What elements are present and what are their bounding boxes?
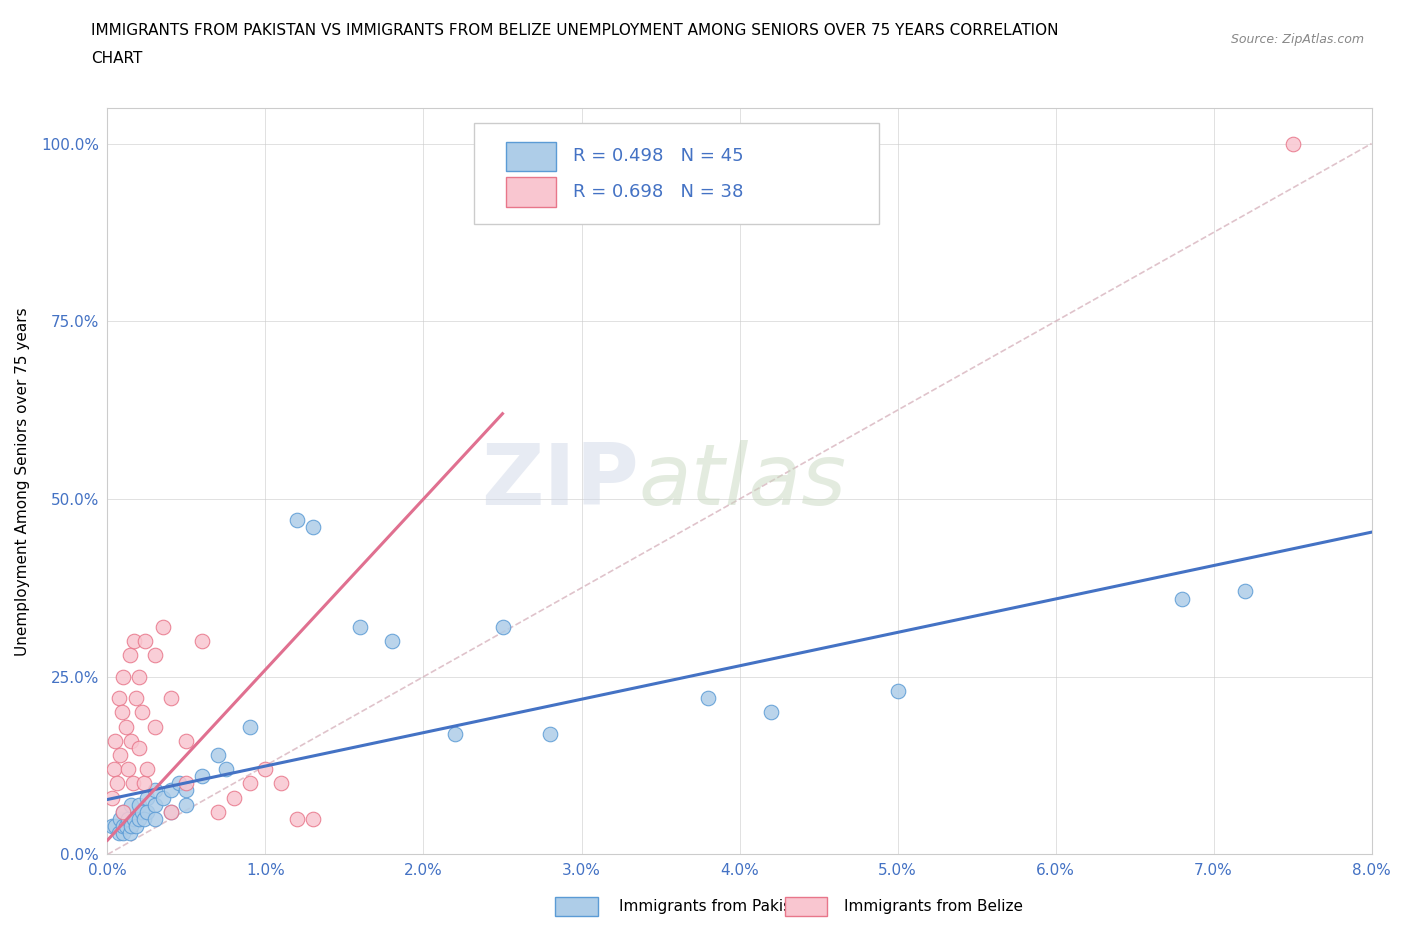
Point [111,705,134,720]
Point [107,826,129,841]
Point [118,648,141,663]
Point [176,733,198,748]
Point [132,812,155,827]
Point [121,776,143,790]
Point [115,818,138,833]
Point [101,818,124,833]
Point [697,691,720,706]
Point [167,776,190,790]
Point [302,812,325,827]
Point [538,726,561,741]
Point [112,826,135,841]
Point [124,633,146,648]
Point [215,762,238,777]
Point [128,740,150,755]
Point [176,797,198,812]
Point [207,748,229,763]
Point [108,812,131,827]
Point [132,776,155,790]
Point [143,783,166,798]
Y-axis label: Unemployment Among Seniors over 75 years: Unemployment Among Seniors over 75 years [15,307,30,656]
Point [1234,584,1257,599]
Point [176,776,198,790]
Point [120,818,142,833]
Point [118,826,141,841]
Point [112,804,135,819]
Point [136,804,159,819]
Text: Source: ZipAtlas.com: Source: ZipAtlas.com [1230,33,1364,46]
Point [112,818,135,833]
Point [112,804,135,819]
Text: IMMIGRANTS FROM PAKISTAN VS IMMIGRANTS FROM BELIZE UNEMPLOYMENT AMONG SENIORS OV: IMMIGRANTS FROM PAKISTAN VS IMMIGRANTS F… [91,23,1059,38]
Point [112,670,135,684]
Text: Immigrants from Belize: Immigrants from Belize [844,899,1022,914]
Point [159,691,181,706]
Point [254,762,277,777]
Point [120,733,142,748]
Text: R = 0.498   N = 45: R = 0.498 N = 45 [572,147,744,165]
Point [131,804,153,819]
Point [159,783,181,798]
Point [115,719,138,734]
Point [270,776,292,790]
Point [302,520,325,535]
Point [128,812,150,827]
Point [207,804,229,819]
Text: R = 0.698   N = 38: R = 0.698 N = 38 [572,182,742,201]
Point [125,691,148,706]
FancyBboxPatch shape [506,178,557,207]
Point [107,691,129,706]
Point [239,719,262,734]
Text: ZIP: ZIP [481,440,638,523]
Point [444,726,467,741]
Point [125,818,148,833]
FancyBboxPatch shape [474,123,879,224]
Point [104,733,127,748]
Point [152,790,174,805]
Point [285,812,308,827]
Point [176,783,198,798]
Point [143,812,166,827]
FancyBboxPatch shape [506,141,557,171]
Text: atlas: atlas [638,440,846,523]
Point [159,804,181,819]
Point [117,812,139,827]
Point [128,670,150,684]
Point [191,633,214,648]
Point [128,797,150,812]
Point [152,619,174,634]
Text: CHART: CHART [91,51,143,66]
Point [131,705,153,720]
Point [381,633,404,648]
Point [117,762,139,777]
Point [143,719,166,734]
Point [1281,136,1303,151]
Point [191,769,214,784]
Point [886,684,908,698]
Point [108,748,131,763]
Point [136,790,159,805]
Point [104,818,127,833]
Point [491,619,513,634]
Point [105,776,128,790]
Point [136,762,159,777]
Point [143,797,166,812]
Point [103,762,125,777]
Point [239,776,262,790]
Point [159,804,181,819]
Point [285,512,308,527]
Point [759,705,782,720]
Point [124,812,146,827]
Point [143,648,166,663]
Point [222,790,245,805]
Point [134,633,156,648]
Point [1171,591,1194,606]
Text: Immigrants from Pakistan: Immigrants from Pakistan [619,899,815,914]
Point [101,790,124,805]
Point [349,619,371,634]
Point [120,797,142,812]
